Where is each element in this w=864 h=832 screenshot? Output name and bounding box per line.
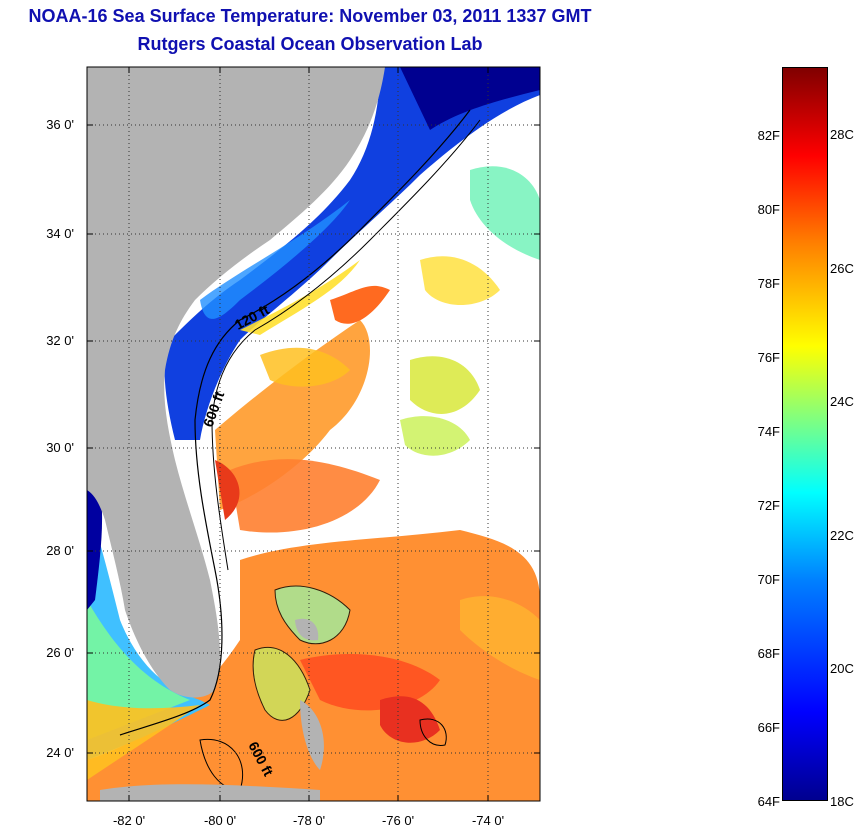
lat-label: 36 0' xyxy=(46,117,74,132)
lon-label: -80 0' xyxy=(203,813,237,828)
axis-ticks xyxy=(87,67,540,801)
map-frame xyxy=(86,66,541,802)
contour-120ft xyxy=(119,109,471,736)
colorbar-f-label: 82F xyxy=(757,128,780,143)
lon-label: -76 0' xyxy=(381,813,415,828)
sst-patches xyxy=(87,166,540,801)
colorbar-c-label: 20C xyxy=(830,661,854,676)
colorbar-c-label: 24C xyxy=(830,394,854,409)
colorbar-c-label: 26C xyxy=(830,261,854,276)
lat-label: 28 0' xyxy=(46,543,74,558)
lat-label: 26 0' xyxy=(46,645,74,660)
colorbar-f-label: 72F xyxy=(757,498,780,513)
coastal-cold-water xyxy=(164,67,540,440)
colorbar-c-label: 28C xyxy=(830,127,854,142)
lon-label: -82 0' xyxy=(112,813,146,828)
colorbar-f-label: 64F xyxy=(757,794,780,809)
colorbar-f-label: 74F xyxy=(757,424,780,439)
land-mass xyxy=(87,67,385,698)
colorbar-f-label: 78F xyxy=(757,276,780,291)
map-title: NOAA-16 Sea Surface Temperature: Novembe… xyxy=(28,6,592,26)
colorbar-f-label: 76F xyxy=(757,350,780,365)
lon-label: -74 0' xyxy=(471,813,505,828)
temperature-colorbar xyxy=(782,67,828,801)
lon-label: -78 0' xyxy=(292,813,326,828)
bahamas-banks xyxy=(274,585,351,645)
colorbar-f-label: 66F xyxy=(757,720,780,735)
colorbar-c-label: 18C xyxy=(830,794,854,809)
colorbar-f-label: 80F xyxy=(757,202,780,217)
colorbar-f-label: 68F xyxy=(757,646,780,661)
colorbar-c-label: 22C xyxy=(830,528,854,543)
lat-label: 32 0' xyxy=(46,333,74,348)
lat-label: 34 0' xyxy=(46,226,74,241)
map-subtitle: Rutgers Coastal Ocean Observation Lab xyxy=(137,34,483,54)
lat-label: 30 0' xyxy=(46,440,74,455)
lat-label: 24 0' xyxy=(46,745,74,760)
contour-600ft xyxy=(211,119,481,571)
colorbar-f-label: 70F xyxy=(757,572,780,587)
sst-map: 120 ft 600 ft 600 ft xyxy=(86,66,541,802)
